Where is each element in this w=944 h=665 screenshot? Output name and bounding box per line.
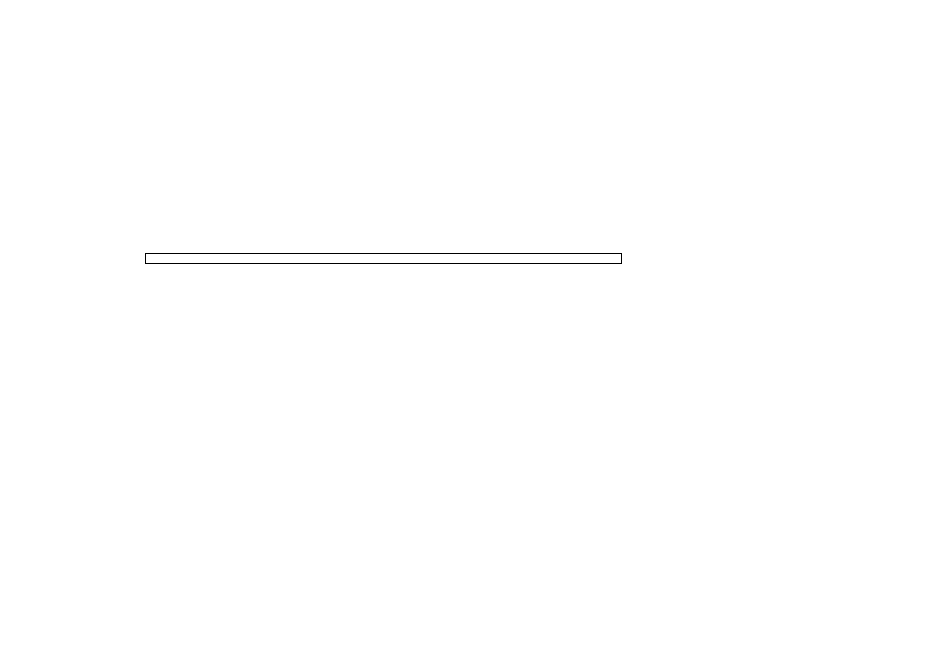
legend-box (145, 253, 622, 264)
y-axis-label (9, 26, 26, 566)
